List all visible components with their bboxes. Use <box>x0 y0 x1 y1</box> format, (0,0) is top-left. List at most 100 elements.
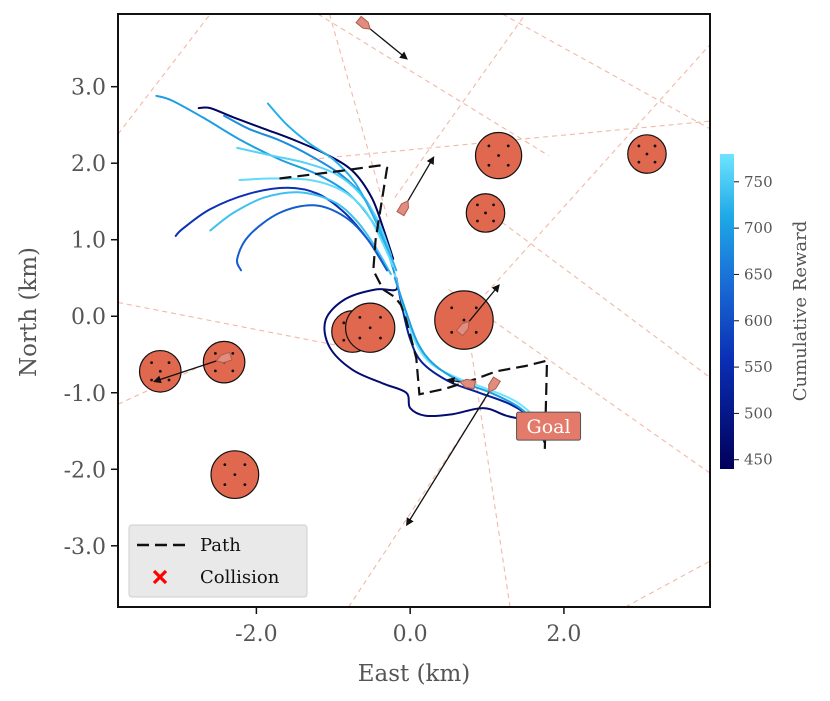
y-tick-label: 3.0 <box>71 76 106 101</box>
obstacle-dot <box>492 219 495 223</box>
obstacle-dot <box>450 330 454 334</box>
ray-line <box>502 14 710 130</box>
obstacle-dot <box>474 330 478 334</box>
obstacle-dot <box>231 369 235 373</box>
y-tick-label: -2.0 <box>64 458 106 483</box>
trajectory-lines <box>155 94 546 444</box>
x-tick-label: 2.0 <box>546 622 581 647</box>
colorbar-tick-label: 450 <box>744 451 773 469</box>
ray-line <box>467 327 511 607</box>
obstacle-dot <box>342 338 346 342</box>
ray-line <box>328 14 388 217</box>
obstacle-dot <box>379 336 382 340</box>
colorbar-tick-label: 650 <box>744 265 773 283</box>
obstacle-dot <box>476 203 479 207</box>
vessel-heading-arrow <box>153 357 225 384</box>
obstacle-dot <box>476 219 479 223</box>
colorbar-tick-label: 600 <box>744 312 773 330</box>
colorbar-tick-label: 750 <box>744 173 773 191</box>
obstacle-dot <box>462 318 466 322</box>
obstacle-dot <box>167 378 171 382</box>
obstacle-dot <box>653 144 657 148</box>
obstacle-dot <box>358 315 362 319</box>
vessel-heading-arrow <box>406 384 494 527</box>
obstacle-dot <box>450 306 454 310</box>
colorbar-tick-label: 700 <box>744 219 773 237</box>
obstacle-dot <box>368 326 372 330</box>
obstacle-dot <box>150 361 153 365</box>
obstacle-dot <box>223 483 227 487</box>
obstacle-dot <box>358 336 362 340</box>
obstacle-dot <box>637 160 641 164</box>
legend: Path Collision <box>128 524 308 598</box>
legend-box <box>128 524 308 598</box>
colorbar-gradient <box>720 154 734 469</box>
vessel-shape <box>459 378 477 390</box>
obstacle-dot <box>213 369 217 373</box>
trajectory-line <box>235 204 389 272</box>
obstacle-dot <box>506 163 510 167</box>
vessels <box>153 15 501 527</box>
obstacle-dot <box>213 352 217 355</box>
vessel-shape <box>455 320 470 337</box>
legend-collision-label: Collision <box>200 567 280 588</box>
obstacle-dot <box>167 361 171 365</box>
x-tick-label: -2.0 <box>235 622 277 647</box>
colorbar: 450 500 550 600 650 700 750 Cumulative Reward <box>720 154 811 469</box>
obstacle-dot <box>150 378 153 382</box>
colorbar-tick-label: 500 <box>744 404 773 422</box>
obstacle-dot <box>637 144 641 148</box>
vessel-shape <box>396 199 409 217</box>
obstacle-dot <box>645 152 649 156</box>
ray-line <box>625 560 710 607</box>
obstacle-dot <box>379 315 382 319</box>
axis-ticks: -2.0 0.0 2.0 3.0 2.0 1.0 0.0 -1.0 -2.0 -3.0 <box>64 76 582 647</box>
obstacle-dot <box>243 463 247 467</box>
vessel-heading-arrow <box>463 284 500 329</box>
colorbar-tick-label: 550 <box>744 358 773 376</box>
goal-marker: Goal <box>516 411 582 441</box>
trajectory-line <box>197 106 395 260</box>
obstacle-dot <box>474 306 478 310</box>
x-axis-label: East (km) <box>358 661 471 687</box>
vessel-shape <box>215 351 233 364</box>
plot-frame <box>117 13 711 608</box>
ray-line <box>118 301 365 352</box>
obstacle-dot <box>487 163 491 167</box>
colorbar-label: Cumulative Reward <box>790 221 811 402</box>
obstacle-dot <box>653 160 657 164</box>
obstacle-dot <box>233 473 237 477</box>
vessel-heading-arrow <box>403 156 435 208</box>
y-tick-label: 0.0 <box>71 305 106 330</box>
y-tick-label: -3.0 <box>64 535 106 560</box>
obstacle-dot <box>223 463 227 467</box>
y-tick-label: 2.0 <box>71 152 106 177</box>
obstacle-dot <box>342 321 346 325</box>
y-tick-label: 1.0 <box>71 229 106 254</box>
ray-line <box>394 14 526 198</box>
obstacle-dot <box>506 144 510 148</box>
obstacle-dot <box>497 154 500 157</box>
obstacle-dot <box>487 144 491 148</box>
ray-line <box>118 14 211 135</box>
vessel-shape <box>355 15 371 30</box>
path-line <box>279 164 549 455</box>
ray-line <box>478 44 710 302</box>
x-tick-label: 0.0 <box>393 622 428 647</box>
trajectory-line <box>238 177 395 268</box>
obstacle-dot <box>492 203 495 207</box>
vessel-heading-arrow <box>363 23 408 60</box>
obstacle-dot <box>231 352 235 355</box>
obstacle-dot <box>158 369 162 373</box>
legend-path-label: Path <box>200 535 241 556</box>
colorbar-ticks: 450 500 550 600 650 700 750 <box>734 173 773 469</box>
obstacle-dot <box>484 211 487 215</box>
y-tick-label: -1.0 <box>64 382 106 407</box>
y-axis-label: North (km) <box>16 247 42 377</box>
goal-box <box>516 411 582 441</box>
collision-x-icon <box>152 569 168 585</box>
trajectory-line <box>393 277 538 425</box>
trajectory-line <box>323 273 546 444</box>
goal-label: Goal <box>527 416 571 438</box>
